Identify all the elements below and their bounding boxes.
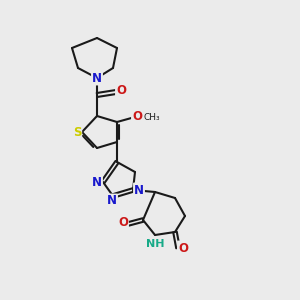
Text: O: O [116,85,126,98]
Text: O: O [132,110,142,122]
Text: N: N [134,184,144,196]
Text: NH: NH [146,239,164,249]
Text: O: O [178,242,188,254]
Text: N: N [92,176,102,188]
Text: O: O [118,217,128,230]
Text: S: S [73,125,81,139]
Text: N: N [107,194,117,208]
Text: CH₃: CH₃ [144,112,160,122]
Text: N: N [92,71,102,85]
